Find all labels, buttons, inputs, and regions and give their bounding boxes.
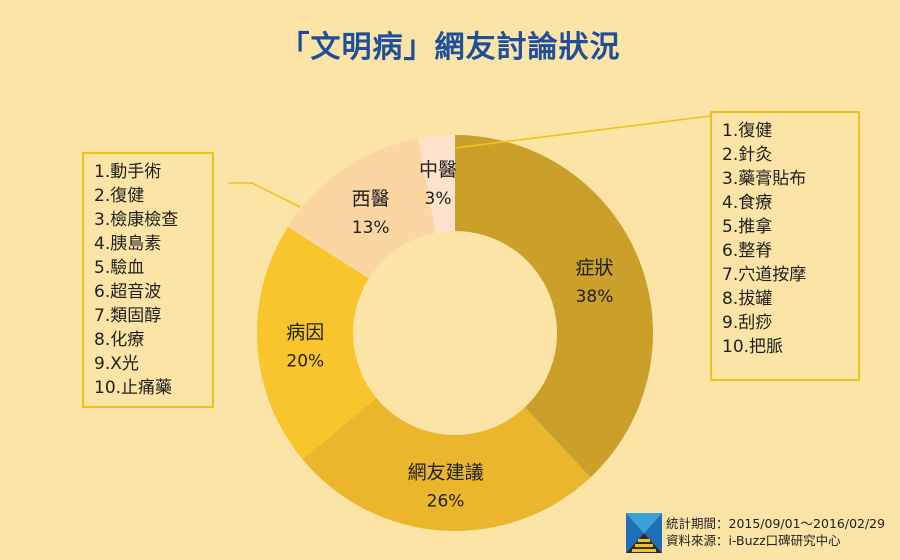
slice-value-label: 3%: [425, 189, 452, 209]
slice-label: 西醫: [352, 188, 390, 210]
chinese-medicine-item: 4.食療: [722, 193, 773, 213]
slice-value-label: 26%: [427, 492, 465, 512]
slice-label: 症狀: [575, 257, 613, 279]
western-medicine-item: 8.化療: [94, 330, 145, 350]
pie-slice: [287, 138, 436, 279]
western-medicine-item: 7.類固醇: [94, 306, 162, 326]
connector-line-chinese: [454, 115, 711, 149]
chinese-medicine-item: 1.復健: [722, 121, 773, 141]
footer-period: 統計期間：2015/09/01～2016/02/29: [666, 516, 886, 531]
western-medicine-item: 6.超音波: [94, 282, 162, 302]
western-medicine-list: 1.動手術 2.復健 3.檢康檢查 4.胰島素 5.驗血 6.超音波 7.類固醇 8.化療 9.…: [82, 152, 214, 408]
chinese-medicine-item: 7.穴道按摩: [722, 265, 807, 285]
chinese-medicine-item: 2.針灸: [722, 145, 773, 165]
connector-line-western: [228, 182, 301, 208]
pie-slice: [455, 135, 653, 478]
chinese-medicine-item: 10.把脈: [722, 337, 784, 357]
western-medicine-item: 3.檢康檢查: [94, 210, 179, 230]
ibuzz-logo-icon: [626, 513, 662, 553]
chinese-medicine-item: 6.整脊: [722, 241, 773, 261]
footer-source: 資料來源：i-Buzz口碑研究中心: [666, 533, 841, 548]
chart-title: 「文明病」網友討論狀況: [279, 30, 621, 65]
western-medicine-item: 2.復健: [94, 186, 145, 206]
footer: 統計期間：2015/09/01～2016/02/29 資料來源：i-Buzz口碑…: [626, 513, 896, 555]
chinese-medicine-list: 1.復健 2.針灸 3.藥膏貼布 4.食療 5.推拿 6.整脊 7.穴道按摩 8.拔罐 9.刮痧…: [710, 111, 860, 381]
western-medicine-item: 5.驗血: [94, 258, 145, 278]
western-medicine-item: 10.止痛藥: [94, 378, 173, 398]
chinese-medicine-item: 8.拔罐: [722, 289, 773, 309]
slice-value-label: 20%: [286, 351, 324, 371]
western-medicine-item: 9.X光: [94, 354, 139, 374]
slice-value-label: 38%: [576, 287, 614, 307]
western-medicine-item: 4.胰島素: [94, 234, 162, 254]
chinese-medicine-item: 3.藥膏貼布: [722, 169, 807, 189]
slice-label: 病因: [286, 321, 324, 343]
pie-slice: [257, 226, 377, 460]
slice-label: 網友建議: [408, 462, 484, 484]
chinese-medicine-item: 5.推拿: [722, 217, 773, 237]
pie-slice: [302, 398, 591, 531]
pie-slice: [417, 135, 455, 233]
slice-label: 中醫: [419, 159, 457, 181]
western-medicine-item: 1.動手術: [94, 162, 162, 182]
slice-value-label: 13%: [352, 218, 390, 238]
chinese-medicine-item: 9.刮痧: [722, 313, 773, 333]
